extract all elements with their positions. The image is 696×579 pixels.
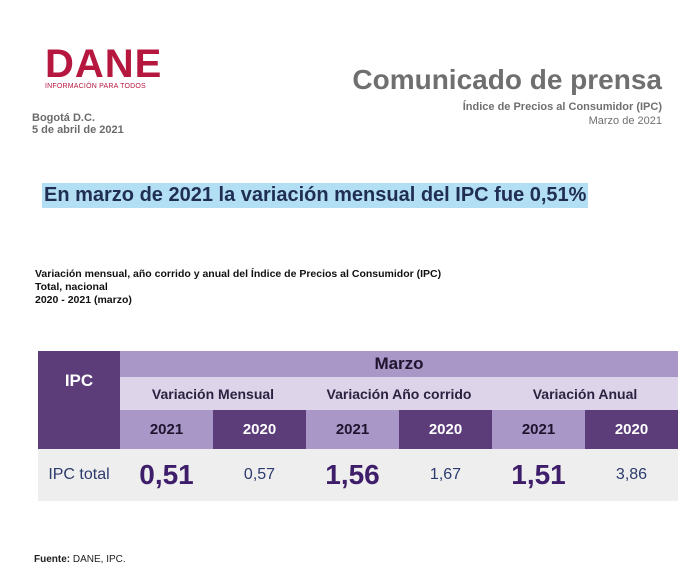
city-label: Bogotá D.C. xyxy=(32,112,95,124)
group-header-anual: Variación Anual xyxy=(492,377,678,410)
month-header: Marzo xyxy=(120,351,678,377)
value-cell: 1,51 xyxy=(492,449,585,501)
year-header: 2020 xyxy=(585,410,678,449)
year-header: 2020 xyxy=(213,410,306,449)
caption-line-3: 2020 - 2021 (marzo) xyxy=(35,294,132,306)
page-title: Comunicado de prensa xyxy=(352,64,662,95)
group-header-mensual: Variación Mensual xyxy=(120,377,306,410)
corner-filler xyxy=(38,410,120,449)
logo-wordmark: DANE xyxy=(45,42,163,86)
year-header: 2021 xyxy=(492,410,585,449)
row-label: IPC total xyxy=(38,449,120,501)
value-cell: 0,51 xyxy=(120,449,213,501)
value-cell: 0,57 xyxy=(213,449,306,501)
year-header: 2021 xyxy=(306,410,399,449)
caption-line-1: Variación mensual, año corrido y anual d… xyxy=(35,268,442,280)
logo-tagline: INFORMACIÓN PARA TODOS xyxy=(45,83,146,90)
date-label: 5 de abril de 2021 xyxy=(32,124,124,136)
source-label: Fuente: xyxy=(34,554,71,565)
source-text: DANE, IPC. xyxy=(72,554,126,565)
ipc-table: IPC Marzo Variación Mensual Variación Añ… xyxy=(38,351,678,501)
table-corner-ipc: IPC xyxy=(38,351,120,410)
value-cell: 3,86 xyxy=(585,449,678,501)
value-cell: 1,56 xyxy=(306,449,399,501)
table-row: IPC total 0,51 0,57 1,56 1,67 1,51 3,86 xyxy=(38,449,678,501)
value-cell: 1,67 xyxy=(399,449,492,501)
table-caption: Variación mensual, año corrido y anual d… xyxy=(35,268,441,307)
page-period: Marzo de 2021 xyxy=(588,115,662,127)
year-header: 2020 xyxy=(399,410,492,449)
source-note: Fuente: DANE, IPC. xyxy=(34,554,126,565)
page-subtitle: Índice de Precios al Consumidor (IPC) xyxy=(462,101,662,113)
dane-logo: DANE INFORMACIÓN PARA TODOS xyxy=(45,42,163,90)
group-header-ano-corrido: Variación Año corrido xyxy=(306,377,492,410)
place-date: Bogotá D.C. 5 de abril de 2021 xyxy=(32,112,124,136)
headline: En marzo de 2021 la variación mensual de… xyxy=(42,183,589,208)
caption-line-2: Total, nacional xyxy=(35,281,108,293)
year-header: 2021 xyxy=(120,410,213,449)
